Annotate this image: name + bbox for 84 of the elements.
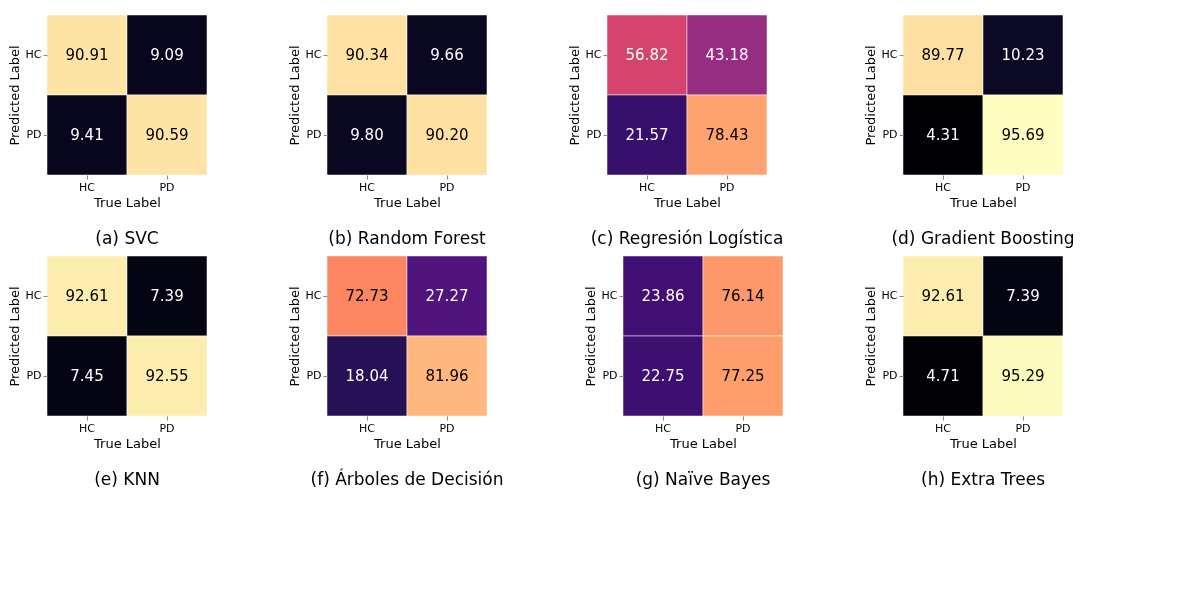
y-tick-label: HC [305, 48, 322, 61]
data-label: 89.77 [921, 46, 965, 64]
x-tick-label: PD [439, 180, 455, 194]
y-tick-label: PD [306, 369, 322, 382]
x-tick-label: HC [935, 180, 952, 194]
x-tick-label: HC [79, 180, 96, 194]
data-label: 21.57 [625, 126, 669, 144]
data-label: 81.96 [425, 367, 469, 385]
y-tick-label: PD [306, 128, 322, 141]
data-label: 9.09 [150, 46, 184, 64]
text: (f) Árboles de Decisión [310, 468, 504, 489]
y-tick-label: PD [882, 128, 898, 141]
x-axis-title: True Label [373, 194, 441, 210]
text: (h) Extra Trees [921, 469, 1046, 489]
x-tick-label: PD [735, 421, 751, 435]
data-label: 90.59 [145, 126, 189, 144]
y-axis-title: Predicted Label [566, 45, 582, 146]
text: (e) KNN [94, 469, 160, 489]
data-label: 4.71 [926, 367, 960, 385]
data-label: 23.86 [641, 287, 685, 305]
y-axis-title: Predicted Label [6, 45, 22, 146]
x-tick-label: HC [79, 421, 96, 435]
x-axis-title: True Label [93, 435, 161, 451]
y-axis-title: Predicted Label [6, 286, 22, 387]
text: (g) Naïve Bayes [635, 469, 771, 489]
x-tick-label: PD [439, 421, 455, 435]
y-axis-title: Predicted Label [286, 286, 302, 387]
data-label: 22.75 [641, 367, 685, 385]
x-axis-title: True Label [949, 435, 1017, 451]
x-tick-label: PD [159, 421, 175, 435]
data-label: 18.04 [345, 367, 389, 385]
x-tick-label: HC [655, 421, 672, 435]
data-label: 9.41 [70, 126, 104, 144]
y-tick-label: HC [25, 48, 42, 61]
x-tick-label: HC [935, 421, 952, 435]
y-axis-title: Predicted Label [582, 286, 598, 387]
data-label: 7.39 [1006, 287, 1040, 305]
x-tick-label: PD [719, 180, 735, 194]
x-tick-label: PD [1015, 421, 1031, 435]
data-label: 72.73 [345, 287, 389, 305]
data-label: 4.31 [926, 126, 960, 144]
data-label: 9.66 [430, 46, 464, 64]
y-axis-title: Predicted Label [862, 286, 878, 387]
y-tick-label: HC [305, 289, 322, 302]
y-tick-label: HC [881, 289, 898, 302]
y-tick-label: PD [26, 128, 42, 141]
y-axis-title: Predicted Label [862, 45, 878, 146]
data-label: 56.82 [625, 46, 669, 64]
data-label: 95.69 [1001, 126, 1045, 144]
text: (a) SVC [95, 228, 159, 248]
data-label: 78.43 [705, 126, 749, 144]
data-label: 92.61 [921, 287, 965, 305]
data-label: 90.91 [65, 46, 109, 64]
x-axis-title: True Label [93, 194, 161, 210]
y-tick-label: PD [26, 369, 42, 382]
text: (d) Gradient Boosting [891, 228, 1075, 248]
y-tick-label: PD [882, 369, 898, 382]
x-axis-title: True Label [669, 435, 737, 451]
x-tick-label: HC [639, 180, 656, 194]
text: (b) Random Forest [328, 228, 487, 248]
x-tick-label: HC [359, 180, 376, 194]
data-label: 43.18 [705, 46, 749, 64]
x-axis-title: True Label [373, 435, 441, 451]
data-label: 9.80 [350, 126, 384, 144]
y-axis-title: Predicted Label [286, 45, 302, 146]
y-tick-label: HC [25, 289, 42, 302]
text: (c) Regresión Logística [590, 228, 784, 248]
x-axis-title: True Label [653, 194, 721, 210]
x-tick-label: PD [159, 180, 175, 194]
data-label: 27.27 [425, 287, 469, 305]
data-label: 92.61 [65, 287, 109, 305]
data-label: 7.39 [150, 287, 184, 305]
x-axis-title: True Label [949, 194, 1017, 210]
data-label: 95.29 [1001, 367, 1045, 385]
data-label: 7.45 [70, 367, 104, 385]
x-tick-label: PD [1015, 180, 1031, 194]
data-label: 90.20 [425, 126, 469, 144]
x-tick-label: HC [359, 421, 376, 435]
data-label: 76.14 [721, 287, 765, 305]
data-label: 92.55 [145, 367, 189, 385]
data-label: 90.34 [345, 46, 389, 64]
y-tick-label: HC [881, 48, 898, 61]
data-label: 77.25 [721, 367, 765, 385]
data-label: 10.23 [1001, 46, 1045, 64]
